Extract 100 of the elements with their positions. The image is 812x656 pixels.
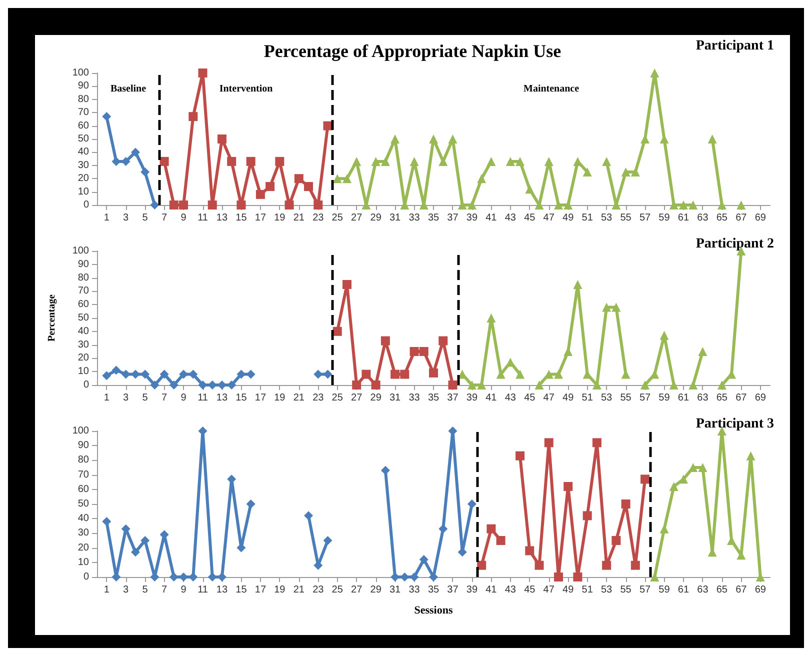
point [284,200,294,210]
point [640,474,650,484]
x-tick-label: 33 [408,212,420,224]
x-tick-label: 37 [447,392,459,404]
annotation: Participant 3 [696,416,774,432]
point [410,156,419,166]
text: Participant 1 [696,38,774,54]
x-tick-label: 39 [466,584,478,596]
point [688,463,698,472]
x-tick-label: 1 [104,584,110,596]
y-tick-label: 20 [78,352,90,364]
point [516,370,525,379]
point [534,380,544,390]
point [630,560,640,570]
x-tick-label: 67 [736,584,748,596]
point [429,368,438,378]
x-tick-label: 25 [332,584,344,596]
y-tick-label: 10 [78,186,90,198]
y-tick-label: 50 [78,134,90,144]
x-tick-label: 69 [754,212,766,224]
x-tick-label: 19 [274,584,286,596]
point [342,280,352,289]
x-tick-label: 17 [254,212,266,224]
x-tick-label: 7 [162,212,168,224]
y-tick-label: 40 [78,326,90,337]
x-tick-label: 11 [198,392,208,404]
x-tick-label: 47 [543,212,555,224]
y-tick-label: 40 [78,513,90,524]
y-tick-label: 30 [78,160,90,171]
point [554,572,563,582]
x-tick-label: 11 [198,212,208,224]
point [698,347,708,356]
point [698,463,708,472]
x-tick-label: 65 [716,212,728,224]
point [169,380,178,390]
x-tick-label: 57 [639,392,652,404]
x-tick-label: 53 [600,392,613,404]
point [564,482,573,491]
x-axis-title: Sessions [414,604,454,616]
x-tick-label: 63 [697,392,709,404]
point [554,200,563,210]
point [746,451,756,460]
x-tick-label: 61 [678,392,690,404]
y-tick-label: 50 [78,312,90,324]
annotation: Maintenance [524,83,580,94]
x-tick-label: 55 [620,212,632,224]
point [612,302,621,312]
x-tick-label: 55 [620,392,632,404]
y-tick-label: 80 [78,454,90,466]
point [304,511,314,520]
x-tick-label: 5 [142,584,148,596]
y-tick-label: 10 [78,366,90,378]
point [582,511,592,520]
x-tick-label: 21 [293,584,305,596]
y-tick-label: 10 [78,556,90,568]
x-tick-label: 29 [370,584,382,596]
y-tick-label: 30 [78,339,90,350]
point [160,156,169,166]
x-tick-label: 65 [716,584,728,596]
x-tick-label: 35 [428,212,440,224]
point [650,68,660,78]
point [380,466,390,475]
point [467,380,476,390]
x-tick-label: 47 [543,584,555,596]
x-tick-label: 33 [408,392,420,404]
y-tick-label: 60 [78,484,90,495]
x-tick-label: 29 [370,392,382,404]
x-tick-label: 45 [524,584,536,596]
x-tick-label: 41 [486,392,498,404]
x-tick-label: 67 [736,392,748,404]
x-tick-label: 41 [486,584,498,596]
point [525,184,534,194]
x-tick-label: 53 [600,212,613,224]
point [717,380,726,390]
point [438,156,448,166]
point [227,156,236,166]
x-tick-label: 21 [293,392,305,404]
point [534,560,544,570]
point [314,200,323,210]
point [621,168,630,176]
x-tick-label: 45 [524,392,536,404]
y-tick-label: 100 [72,246,90,256]
x-tick-label: 31 [389,392,402,404]
x-tick-label: 63 [697,584,709,596]
annotation: Participant 2 [696,236,774,252]
x-tick-label: 21 [293,212,305,224]
point [554,370,563,379]
point [486,524,496,534]
point [602,156,612,166]
point [266,182,275,192]
point [352,380,362,390]
x-tick-label: 49 [562,584,574,596]
x-tick-label: 39 [466,212,478,224]
x-tick-label: 15 [236,212,248,224]
point [150,380,160,390]
x-tick-label: 57 [639,584,652,596]
point [275,156,284,166]
x-tick-label: 9 [180,212,187,224]
x-tick-label: 51 [582,584,594,596]
x-tick-label: 67 [736,212,748,224]
